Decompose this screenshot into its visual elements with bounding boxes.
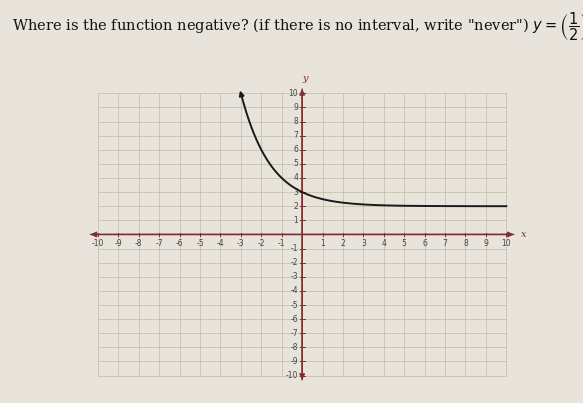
Text: -5: -5 bbox=[196, 239, 204, 248]
Text: x: x bbox=[521, 230, 526, 239]
Text: 3: 3 bbox=[293, 188, 298, 197]
Text: -8: -8 bbox=[135, 239, 142, 248]
Text: 9: 9 bbox=[483, 239, 489, 248]
Text: 9: 9 bbox=[293, 103, 298, 112]
Text: -9: -9 bbox=[115, 239, 122, 248]
Text: -4: -4 bbox=[217, 239, 224, 248]
Text: -6: -6 bbox=[176, 239, 184, 248]
Text: -1: -1 bbox=[290, 244, 298, 253]
Text: 2: 2 bbox=[340, 239, 345, 248]
Text: -10: -10 bbox=[286, 371, 298, 380]
Text: 2: 2 bbox=[293, 202, 298, 211]
Text: -7: -7 bbox=[290, 329, 298, 338]
Text: -3: -3 bbox=[237, 239, 245, 248]
Text: 5: 5 bbox=[293, 159, 298, 168]
Text: 10: 10 bbox=[501, 239, 511, 248]
Text: -6: -6 bbox=[290, 315, 298, 324]
Text: 1: 1 bbox=[320, 239, 325, 248]
Text: 4: 4 bbox=[381, 239, 387, 248]
Text: -7: -7 bbox=[156, 239, 163, 248]
Text: 3: 3 bbox=[361, 239, 366, 248]
Text: 1: 1 bbox=[293, 216, 298, 225]
Text: 4: 4 bbox=[293, 173, 298, 183]
Text: Where is the function negative? (if there is no interval, write "never") $y = \l: Where is the function negative? (if ther… bbox=[12, 11, 583, 44]
Text: 5: 5 bbox=[402, 239, 407, 248]
Text: -10: -10 bbox=[92, 239, 104, 248]
Text: 10: 10 bbox=[289, 89, 298, 98]
Text: -5: -5 bbox=[290, 301, 298, 310]
Text: -9: -9 bbox=[290, 357, 298, 366]
Text: -2: -2 bbox=[258, 239, 265, 248]
Text: -8: -8 bbox=[290, 343, 298, 352]
Text: 8: 8 bbox=[293, 117, 298, 126]
Text: 8: 8 bbox=[463, 239, 468, 248]
Text: 7: 7 bbox=[442, 239, 448, 248]
Text: -4: -4 bbox=[290, 287, 298, 295]
Text: 6: 6 bbox=[422, 239, 427, 248]
Text: -2: -2 bbox=[290, 258, 298, 267]
Text: -3: -3 bbox=[290, 272, 298, 281]
Text: 6: 6 bbox=[293, 145, 298, 154]
Text: 7: 7 bbox=[293, 131, 298, 140]
Text: -1: -1 bbox=[278, 239, 286, 248]
Text: y: y bbox=[303, 75, 308, 83]
